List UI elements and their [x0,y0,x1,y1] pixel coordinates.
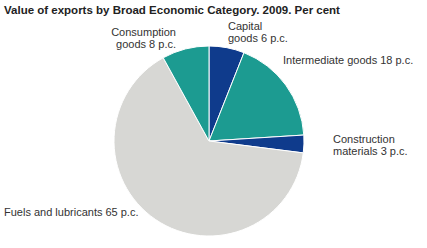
category-label: goods [228,32,258,44]
category-label: materials [333,145,378,157]
value-label: 65 p.c. [105,206,138,218]
chart: Value of exports by Broad Economic Categ… [0,0,427,248]
category-label: goods [116,38,146,50]
slice [163,46,209,141]
category-label: Construction [333,133,395,145]
category-label: Fuels and lubricants [4,206,103,218]
slice-label: Fuels and lubricants65 p.c. [4,206,138,218]
slice-label: Constructionmaterials3 p.c. [333,133,408,157]
value-label: 8 p.c. [149,38,176,50]
value-label: 6 p.c. [261,32,288,44]
value-label: 18 p.c. [380,54,413,66]
slice-label: Capitalgoods6 p.c. [228,20,288,44]
value-label: 3 p.c. [381,145,408,157]
slice-label: Consumptiongoods8 p.c. [111,26,176,50]
category-label: Capital [228,20,262,32]
pie [114,46,304,236]
category-label: Intermediate goods [283,54,378,66]
title: Value of exports by Broad Economic Categ… [4,4,340,16]
category-label: Consumption [111,26,176,38]
slice-label: Intermediate goods18 p.c. [283,54,413,66]
